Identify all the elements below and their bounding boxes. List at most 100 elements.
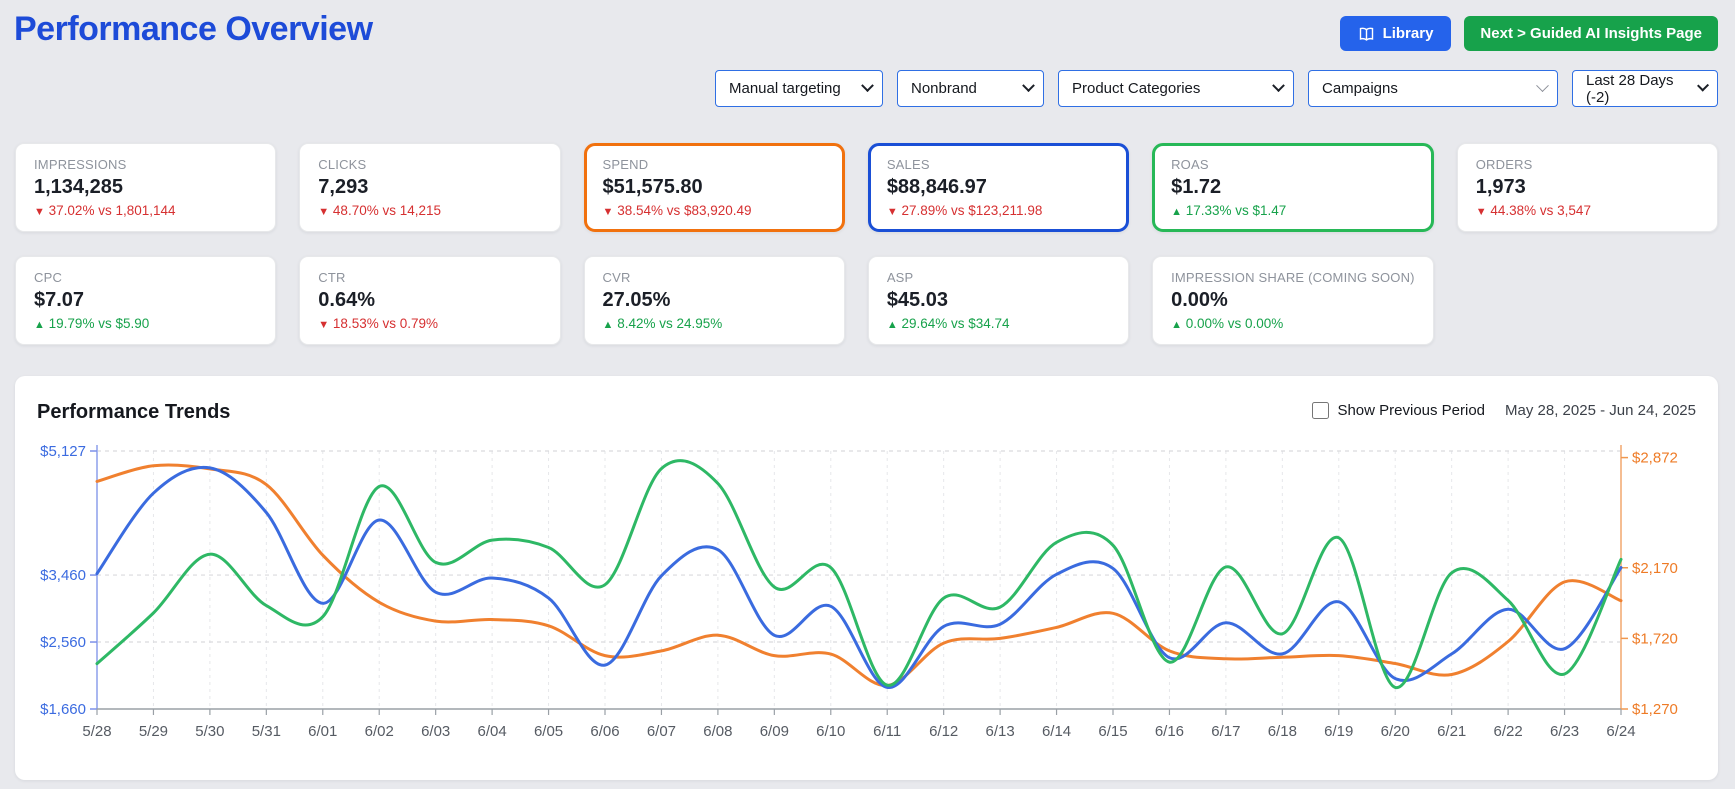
kpi-label: ORDERS [1475, 157, 1533, 172]
trend-arrow-icon: ▲ [602, 319, 614, 331]
svg-text:$2,170: $2,170 [1632, 560, 1678, 577]
kpi-delta: ▼ 48.70% vs 14,215 [318, 203, 541, 218]
kpi-label: CLICKS [318, 157, 367, 172]
kpi-label: ROAS [1171, 157, 1209, 172]
kpi-label: CPC [34, 270, 63, 285]
kpi-card-impression-share[interactable]: IMPRESSION SHARE (COMING SOON) 0.00% ▲ 0… [1152, 256, 1434, 345]
next-button-label: Next > Guided AI Insights Page [1480, 25, 1702, 42]
chevron-down-icon [861, 79, 874, 93]
green-series-line [95, 459, 1623, 689]
chevron-down-icon [1696, 79, 1709, 92]
trend-arrow-icon: ▲ [1171, 206, 1182, 218]
kpi-label: ASP [886, 270, 914, 285]
product-categories-select[interactable]: Product Categories [1058, 70, 1294, 107]
kpi-delta: ▼ 37.02% vs 1,801,144 [34, 203, 257, 218]
orange-series-line [95, 463, 1623, 688]
svg-text:6/20: 6/20 [1381, 723, 1410, 740]
kpi-label: SPEND [602, 157, 649, 172]
svg-text:6/11: 6/11 [873, 723, 901, 740]
trend-line-chart[interactable]: $5,127 $3,460 $2,560 $1,660 $2,872 $2,170 $1,7… [30, 424, 1720, 764]
svg-text:$1,660: $1,660 [40, 701, 86, 718]
svg-text:6/17: 6/17 [1211, 723, 1240, 740]
kpi-card-cvr[interactable]: CVR 27.05% ▲ 8.42% vs 24.95% [583, 256, 845, 345]
brand-select[interactable]: Nonbrand [897, 70, 1044, 107]
chevron-down-icon [1536, 79, 1549, 93]
kpi-delta: ▼ 18.53% vs 0.79% [318, 316, 541, 331]
svg-text:5/31: 5/31 [252, 723, 281, 740]
svg-text:6/12: 6/12 [929, 723, 958, 740]
kpi-label: CTR [318, 270, 346, 285]
kpi-delta: ▲ 17.33% vs $1.47 [1171, 203, 1415, 218]
svg-text:6/05: 6/05 [534, 723, 563, 740]
kpi-delta-text: 17.33% vs $1.47 [1185, 203, 1287, 218]
kpi-delta-text: 19.79% vs $5.90 [48, 316, 150, 331]
kpi-value: $1.72 [1171, 176, 1222, 198]
kpi-card-spend[interactable]: SPEND $51,575.80 ▼ 38.54% vs $83,920.49 [583, 143, 845, 232]
svg-text:6/07: 6/07 [647, 723, 676, 740]
svg-text:$5,127: $5,127 [40, 443, 86, 460]
kpi-card-asp[interactable]: ASP $45.03 ▲ 29.64% vs $34.74 [867, 256, 1130, 345]
kpi-value: 0.00% [1171, 289, 1228, 311]
kpi-card-ctr[interactable]: CTR 0.64% ▼ 18.53% vs 0.79% [299, 256, 561, 345]
targeting-type-select[interactable]: Manual targeting [715, 70, 883, 107]
kpi-value: 1,973 [1475, 176, 1526, 198]
page-title: Performance Overview [14, 10, 373, 48]
svg-text:6/10: 6/10 [816, 723, 845, 740]
library-button-label: Library [1382, 25, 1434, 42]
kpi-card-sales[interactable]: SALES $88,846.97 ▼ 27.89% vs $123,211.98 [867, 143, 1130, 232]
show-previous-period-checkbox[interactable] [1312, 402, 1330, 419]
kpi-value: $51,575.80 [602, 176, 703, 198]
svg-text:6/08: 6/08 [703, 723, 732, 740]
svg-text:5/28: 5/28 [82, 723, 111, 740]
svg-text:6/22: 6/22 [1494, 723, 1523, 740]
svg-text:$1,270: $1,270 [1632, 701, 1678, 718]
kpi-value: 1,134,285 [34, 176, 123, 198]
kpi-value: $45.03 [886, 289, 948, 311]
trend-arrow-icon: ▲ [34, 319, 45, 331]
next-guided-ai-insights-button[interactable]: Next > Guided AI Insights Page [1464, 16, 1718, 51]
svg-text:$2,872: $2,872 [1632, 450, 1678, 467]
campaigns-select[interactable]: Campaigns [1308, 70, 1558, 107]
kpi-delta: ▼ 38.54% vs $83,920.49 [603, 203, 826, 218]
kpi-label: IMPRESSIONS [34, 157, 127, 172]
svg-text:5/29: 5/29 [139, 723, 168, 740]
kpi-value: 7,293 [318, 176, 369, 198]
kpi-card-impressions[interactable]: IMPRESSIONS 1,134,285 ▼ 37.02% vs 1,801,… [15, 143, 277, 232]
svg-text:6/06: 6/06 [590, 723, 619, 740]
blue-series-line [95, 465, 1623, 689]
svg-text:6/14: 6/14 [1042, 723, 1071, 740]
product-categories-value: Product Categories [1072, 80, 1201, 97]
svg-text:$2,560: $2,560 [40, 634, 86, 651]
campaigns-value: Campaigns [1322, 80, 1398, 97]
svg-text:6/01: 6/01 [308, 723, 337, 740]
kpi-delta-text: 48.70% vs 14,215 [332, 203, 442, 218]
svg-text:6/21: 6/21 [1437, 723, 1466, 740]
kpi-card-clicks[interactable]: CLICKS 7,293 ▼ 48.70% vs 14,215 [299, 143, 561, 232]
kpi-delta-text: 0.00% vs 0.00% [1185, 316, 1284, 331]
kpi-delta-text: 29.64% vs $34.74 [901, 316, 1010, 331]
date-range-text: May 28, 2025 - Jun 24, 2025 [1505, 402, 1696, 419]
header-buttons: Library Next > Guided AI Insights Page [1339, 16, 1718, 51]
kpi-label: IMPRESSION SHARE (COMING SOON) [1171, 270, 1415, 285]
date-range-select[interactable]: Last 28 Days (-2) [1572, 70, 1718, 107]
svg-text:6/18: 6/18 [1268, 723, 1297, 740]
library-button[interactable]: Library [1339, 16, 1452, 51]
kpi-card-cpc[interactable]: CPC $7.07 ▲ 19.79% vs $5.90 [15, 256, 277, 345]
svg-text:6/04: 6/04 [478, 723, 507, 740]
kpi-delta: ▲ 19.79% vs $5.90 [34, 316, 257, 331]
svg-text:6/15: 6/15 [1098, 723, 1127, 740]
trend-arrow-icon: ▼ [34, 206, 45, 218]
kpi-delta: ▲ 29.64% vs $34.74 [887, 316, 1110, 331]
svg-text:6/16: 6/16 [1155, 723, 1184, 740]
trends-title: Performance Trends [37, 401, 231, 423]
kpi-delta: ▲ 8.42% vs 24.95% [603, 316, 826, 331]
svg-text:6/02: 6/02 [365, 723, 394, 740]
kpi-card-roas[interactable]: ROAS $1.72 ▲ 17.33% vs $1.47 [1152, 143, 1434, 232]
svg-text:6/13: 6/13 [986, 723, 1015, 740]
kpi-card-orders[interactable]: ORDERS 1,973 ▼ 44.38% vs 3,547 [1456, 143, 1718, 232]
svg-text:6/24: 6/24 [1606, 723, 1635, 740]
svg-text:5/30: 5/30 [195, 723, 224, 740]
trend-arrow-icon: ▼ [886, 206, 898, 218]
svg-text:6/23: 6/23 [1550, 723, 1579, 740]
kpi-delta: ▼ 27.89% vs $123,211.98 [887, 203, 1110, 218]
